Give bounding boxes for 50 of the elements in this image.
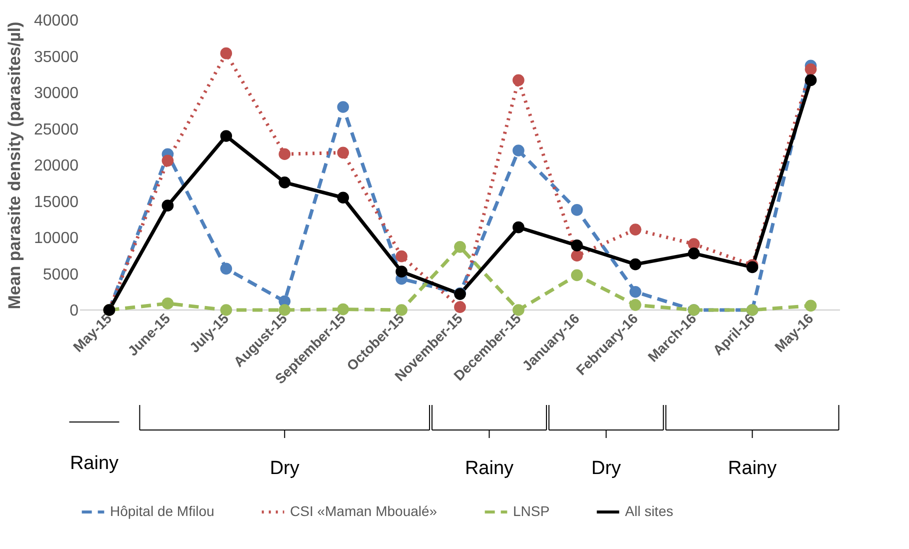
- point: [162, 154, 174, 167]
- point: [804, 63, 817, 76]
- point: [571, 250, 583, 262]
- text: Rainy: [728, 458, 778, 479]
- point: [804, 300, 817, 312]
- point: [804, 74, 817, 86]
- point: [512, 74, 524, 86]
- point: [629, 224, 642, 236]
- point: [629, 258, 642, 270]
- point: [220, 130, 232, 142]
- point: [396, 250, 408, 262]
- y-tick-label: 15000: [34, 194, 79, 211]
- point: [746, 261, 758, 274]
- point: [454, 301, 466, 314]
- point: [512, 221, 524, 234]
- legend-label: All sites: [625, 503, 674, 519]
- y-tick-label: 30000: [34, 85, 79, 102]
- point: [337, 101, 349, 113]
- y-tick-label: 10000: [34, 230, 79, 247]
- y-tick-label: 5000: [42, 266, 79, 284]
- point: [162, 298, 174, 310]
- legend-label: LNSP: [513, 503, 550, 519]
- point: [571, 240, 583, 252]
- point: [337, 192, 349, 204]
- y-tick-label: 35000: [34, 48, 79, 66]
- text: Rainy: [70, 453, 120, 474]
- text: Dry: [591, 458, 622, 479]
- point: [512, 144, 524, 156]
- y-tick-label: 20000: [34, 158, 79, 174]
- point: [220, 47, 232, 60]
- point: [629, 286, 642, 298]
- point: [396, 266, 408, 278]
- point: [220, 262, 232, 275]
- y-tick-label: 40000: [34, 12, 79, 30]
- point: [278, 176, 291, 188]
- y-tick-label: 25000: [34, 121, 79, 138]
- point: [629, 299, 642, 311]
- point: [688, 248, 700, 260]
- y-axis-title: Mean parasite density (parasites/µl): [5, 22, 24, 310]
- point: [454, 241, 466, 253]
- point: [162, 200, 174, 212]
- point: [278, 148, 291, 160]
- legend-label: CSI «Maman Mboualé»: [290, 503, 438, 519]
- text: Rainy: [464, 458, 514, 479]
- point: [571, 269, 583, 282]
- y-tick-label: 0: [70, 302, 79, 320]
- point: [337, 146, 349, 159]
- text: Dry: [270, 458, 300, 479]
- point: [571, 204, 583, 216]
- legend-label: Hôpital de Mfilou: [110, 503, 214, 519]
